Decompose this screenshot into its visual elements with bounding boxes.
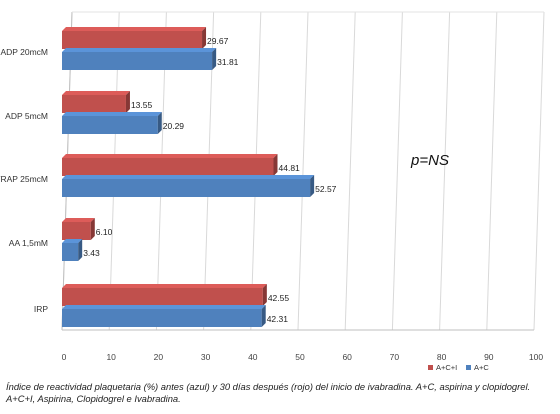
bar-ACI-3 [62, 222, 91, 240]
bar-side-face [202, 27, 207, 49]
legend-label: A+C [474, 363, 489, 372]
figure-caption: Índice de reactividad plaquetaria (%) an… [6, 381, 531, 404]
x-tick-label: 70 [390, 352, 400, 362]
bar-top-face [62, 154, 278, 158]
value-label: 31.81 [217, 57, 239, 67]
x-tick-label: 80 [437, 352, 447, 362]
bar-side-face [90, 218, 95, 240]
bar-top-face [62, 48, 217, 52]
category-label: TRAP 25mcM [0, 174, 48, 184]
legend-swatch [466, 365, 471, 370]
x-tick-label: 50 [295, 352, 305, 362]
category-label: ADP 5mcM [5, 111, 48, 121]
value-label: 52.57 [315, 184, 337, 194]
gridline [439, 11, 451, 331]
bar-top-face [62, 175, 315, 179]
category-label: IRP [34, 304, 49, 314]
category-label: AA 1,5mM [9, 238, 48, 248]
bar-ACI-2 [62, 158, 274, 176]
bar-top-face [62, 91, 130, 95]
bar-side-face [273, 154, 278, 176]
bar-top-face [62, 305, 266, 309]
bar-top-face [62, 284, 267, 288]
x-tick-label: 30 [201, 352, 211, 362]
bar-ACI-4 [62, 288, 263, 306]
value-label: 6.10 [96, 227, 113, 237]
bar-side-face [212, 48, 217, 70]
bar-AC-4 [62, 309, 262, 327]
gridline [391, 11, 403, 331]
bar-side-face [310, 175, 315, 197]
bar-AC-0 [62, 52, 213, 70]
bar-top-face [62, 112, 162, 116]
x-tick-label: 100 [529, 352, 543, 362]
bar-side-face [262, 284, 267, 306]
value-label: 42.31 [267, 314, 289, 324]
bar-side-face [261, 305, 266, 327]
gridline [486, 11, 498, 331]
bar-ACI-1 [62, 95, 126, 113]
legend-label: A+C+I [436, 363, 457, 372]
bar-side-face [157, 112, 162, 134]
x-tick-label: 20 [154, 352, 164, 362]
x-tick-label: 90 [484, 352, 494, 362]
bar-AC-3 [62, 243, 79, 261]
annotation-p-value: p=NS [410, 152, 449, 169]
bar-top-face [62, 27, 207, 31]
value-label: 44.81 [279, 163, 301, 173]
bar-chart: 0 10 20 30 40 50 60 70 80 90 100 ADP 20mcM 29.67 31.8… [0, 11, 545, 372]
gridline [297, 11, 309, 331]
bar-side-face [78, 239, 83, 261]
value-label: 20.29 [163, 121, 185, 131]
value-label: 13.55 [131, 100, 153, 110]
gridline [344, 11, 356, 331]
bar-top-face [62, 218, 95, 222]
x-tick-label: 40 [248, 352, 258, 362]
x-tick-label: 10 [106, 352, 116, 362]
category-label: ADP 20mcM [0, 47, 48, 57]
bar-AC-2 [62, 179, 311, 197]
gridline [533, 11, 545, 331]
value-label: 29.67 [207, 36, 229, 46]
x-tick-label: 60 [342, 352, 352, 362]
value-label: 3.43 [83, 248, 100, 258]
bar-AC-1 [62, 116, 158, 134]
value-label: 42.55 [268, 293, 290, 303]
bar-side-face [125, 91, 130, 113]
bar-top-face [62, 239, 83, 243]
legend-swatch [428, 365, 433, 370]
x-tick-label: 0 [62, 352, 67, 362]
bar-ACI-0 [62, 31, 203, 49]
